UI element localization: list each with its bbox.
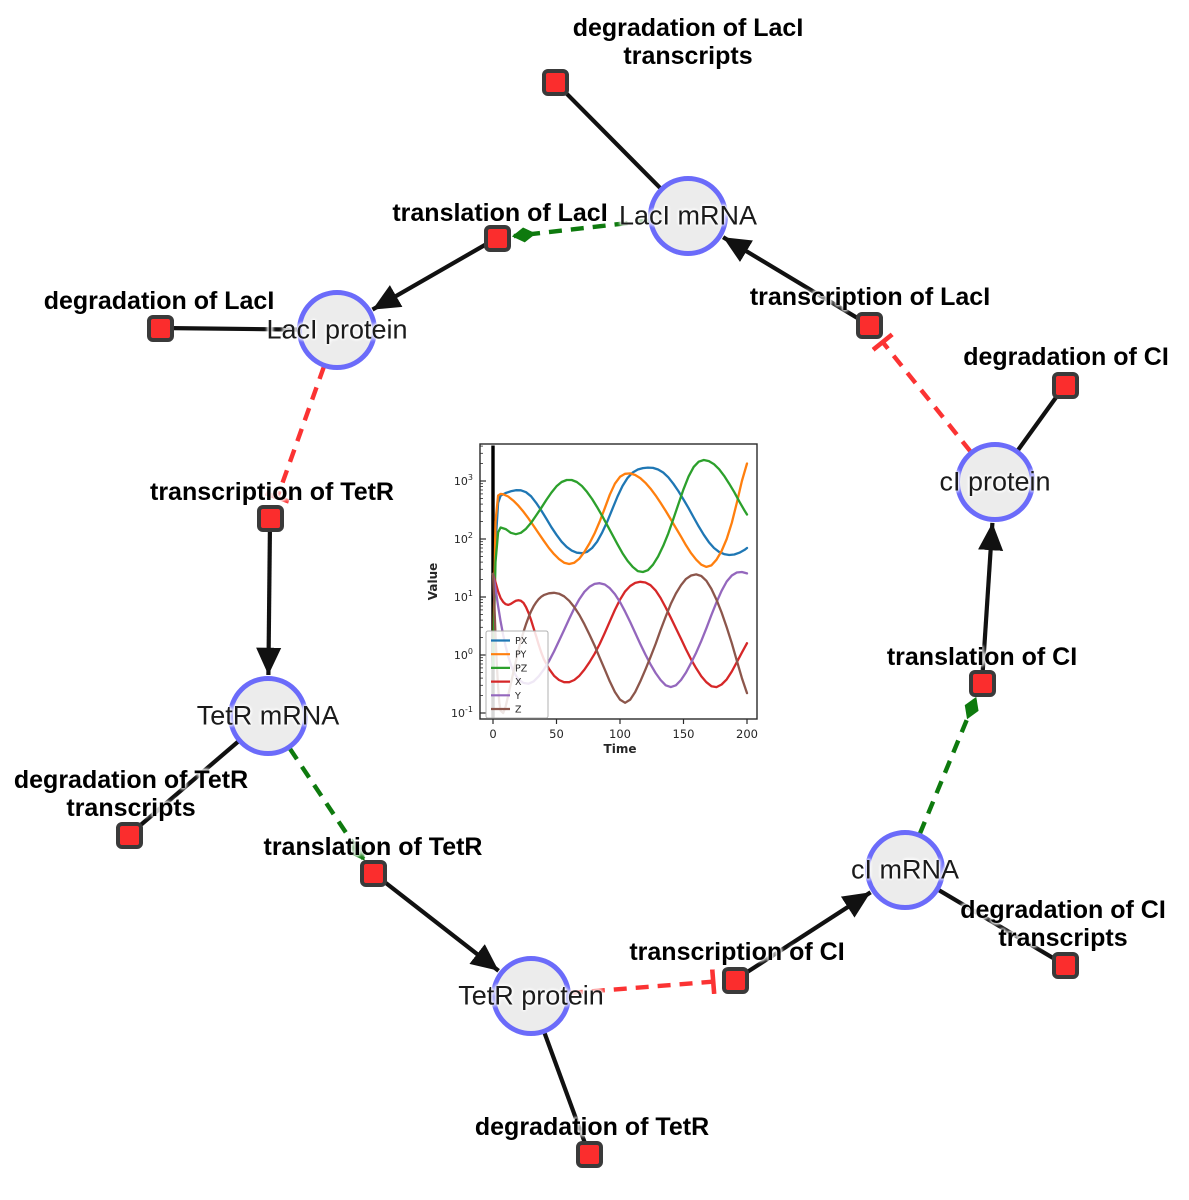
x-tick-label: 50	[549, 727, 564, 741]
x-axis-label: Time	[604, 742, 637, 756]
series-PX	[491, 466, 749, 670]
reaction-label-line: degradation of CI	[960, 896, 1166, 924]
reaction-label-transc_tetr: transcription of TetR	[150, 478, 394, 506]
consumption-edge-tetr_protein-deg_tetr	[542, 1031, 587, 1143]
legend-label-PY: PY	[515, 650, 527, 661]
legend-label-PX: PX	[515, 636, 528, 647]
production-edge-transc_tetr-tetr_mrna	[256, 530, 282, 676]
reaction-label-line: translation of LacI	[392, 199, 608, 227]
production-edge-transc_laci-laci_mrna	[722, 235, 859, 321]
reaction-label-deg_tetr: degradation of TetR	[475, 1113, 709, 1141]
reaction-label-transl_tetr: translation of TetR	[264, 833, 483, 861]
species-label-tetr_mrna: TetR mRNA	[196, 700, 340, 731]
production-edge-transl_ci-ci_protein	[978, 522, 1004, 671]
reaction-label-line: degradation of LacI	[43, 287, 275, 315]
x-tick-label: 0	[489, 727, 496, 741]
modifier-edge-tetr_mrna-transl_tetr	[287, 747, 366, 861]
reaction-label-transc_ci: transcription of CI	[629, 938, 844, 966]
reaction-node-transc_laci[interactable]	[855, 311, 883, 339]
inhibition-edge-tetr_protein-transc_ci	[569, 969, 717, 996]
reaction-label-line: transcription of LacI	[749, 283, 991, 311]
reaction-label-deg_ci_tr: degradation of CI transcripts	[960, 896, 1166, 952]
reaction-label-line: transcripts	[623, 42, 753, 70]
reaction-node-deg_laci[interactable]	[146, 314, 174, 342]
y-tick-label: 10-1	[451, 705, 473, 720]
reaction-node-transl_laci[interactable]	[483, 224, 511, 252]
species-label-laci_mrna: LacI mRNA	[618, 200, 758, 231]
y-tick-label: 102	[454, 531, 473, 546]
series-X	[491, 572, 749, 689]
reaction-node-transc_tetr[interactable]	[256, 504, 284, 532]
reaction-label-line: translation of TetR	[263, 833, 483, 861]
reaction-label-deg_ci: degradation of CI	[963, 343, 1169, 371]
consumption-edge-ci_mrna-deg_ci_tr	[937, 888, 1055, 961]
reaction-label-deg_tetr_tr: degradation of TetR transcripts	[14, 766, 248, 822]
production-edge-transl_tetr-tetr_protein	[382, 879, 500, 973]
reaction-node-deg_tetr_tr[interactable]	[115, 821, 143, 849]
series-PY	[491, 462, 749, 670]
species-label-ci_mrna: cI mRNA	[851, 854, 959, 885]
reaction-label-line: transcription of CI	[629, 938, 845, 966]
reaction-node-transl_tetr[interactable]	[359, 859, 387, 887]
species-node-tetr_mrna[interactable]	[228, 676, 308, 756]
modifier-edge-ci_mrna-transl_ci	[917, 696, 979, 835]
reaction-node-transc_ci[interactable]	[721, 966, 749, 994]
species-node-tetr_protein[interactable]	[491, 956, 571, 1036]
y-tick-label: 103	[454, 473, 473, 488]
inhibition-edge-ci_protein-transc_laci	[871, 332, 973, 453]
consumption-edge-tetr_mrna-deg_tetr_tr	[137, 739, 240, 829]
y-tick-label: 101	[454, 589, 473, 604]
reaction-label-line: transcription of TetR	[150, 478, 394, 506]
reaction-label-line: transcripts	[66, 794, 196, 822]
reaction-label-line: degradation of TetR	[13, 766, 249, 794]
reaction-label-line: translation of CI	[886, 643, 1078, 671]
series-PZ	[491, 458, 749, 670]
legend-label-PZ: PZ	[515, 663, 528, 674]
species-label-ci_protein: cI protein	[939, 466, 1051, 497]
consumption-edge-laci_mrna-deg_laci_tr	[562, 89, 662, 190]
x-tick-label: 200	[736, 727, 758, 741]
plot-frame	[479, 443, 758, 720]
reaction-node-transl_ci[interactable]	[968, 669, 996, 697]
production-edge-transc_ci-ci_mrna	[744, 890, 872, 975]
inhibition-edge-laci_protein-transc_tetr	[264, 365, 326, 504]
y-tick-label: 100	[454, 647, 473, 662]
modifier-edge-laci_mrna-transl_laci	[511, 218, 650, 243]
reaction-label-transl_ci: translation of CI	[887, 643, 1077, 671]
reaction-label-line: transcripts	[998, 924, 1128, 952]
y-axis-label: Value	[426, 563, 440, 601]
reaction-label-deg_laci_tr: degradation of LacI transcripts	[573, 14, 804, 70]
species-node-ci_protein[interactable]	[955, 442, 1035, 522]
x-tick-label: 100	[609, 727, 631, 741]
reaction-label-line: degradation of CI	[963, 343, 1169, 371]
chart-legend: PX PY PZ XYZ	[485, 630, 549, 719]
species-node-ci_mrna[interactable]	[865, 830, 945, 910]
reaction-node-deg_laci_tr[interactable]	[541, 68, 569, 96]
legend-label-X: X	[515, 677, 522, 688]
reaction-node-deg_tetr[interactable]	[575, 1140, 603, 1168]
consumption-edge-ci_protein-deg_ci	[1016, 394, 1060, 452]
reaction-label-line: degradation of TetR	[474, 1113, 710, 1141]
x-tick-label: 150	[673, 727, 695, 741]
consumption-edge-laci_protein-deg_laci	[172, 326, 299, 332]
species-node-laci_protein[interactable]	[297, 290, 377, 370]
reaction-label-deg_laci: degradation of LacI	[44, 287, 275, 315]
species-label-tetr_protein: TetR protein	[458, 980, 604, 1011]
reaction-label-line: degradation of LacI	[572, 14, 804, 42]
production-edge-transl_laci-laci_protein	[371, 242, 487, 312]
legend-label-Z: Z	[515, 705, 522, 716]
species-label-laci_protein: LacI protein	[266, 314, 408, 345]
reaction-label-transl_laci: translation of LacI	[392, 199, 607, 227]
reaction-node-deg_ci[interactable]	[1051, 371, 1079, 399]
legend-label-Y: Y	[514, 691, 521, 702]
reaction-node-deg_ci_tr[interactable]	[1051, 951, 1079, 979]
species-node-laci_mrna[interactable]	[648, 176, 728, 256]
reaction-label-transc_laci: transcription of LacI	[750, 283, 990, 311]
